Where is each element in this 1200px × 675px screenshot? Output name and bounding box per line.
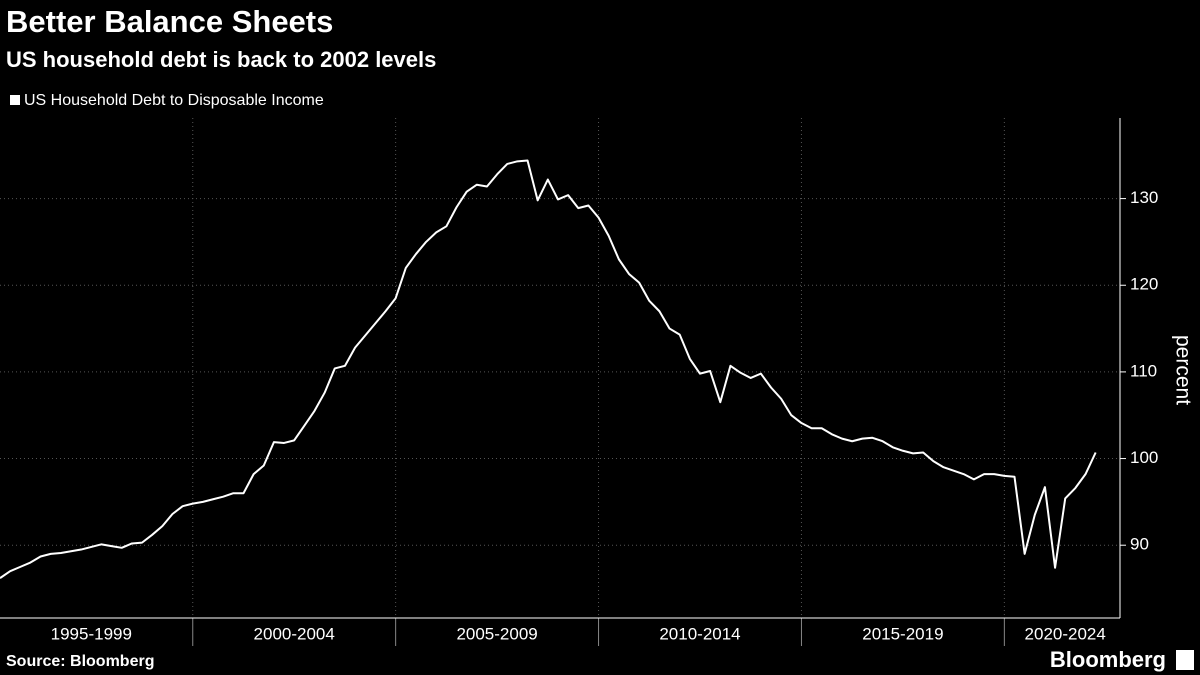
x-tick-label: 1995-1999 (51, 624, 132, 643)
data-line (0, 159, 1097, 579)
y-axis-label: percent (1171, 335, 1194, 405)
x-tick-label: 2020-2024 (1025, 624, 1106, 643)
source: Source: Bloomberg (6, 653, 154, 670)
x-tick-label: 2000-2004 (254, 624, 335, 643)
brand-icon (1176, 650, 1194, 670)
y-tick-label: 120 (1130, 275, 1158, 294)
legend-label: US Household Debt to Disposable Income (24, 92, 324, 109)
y-tick-label: 110 (1130, 361, 1157, 380)
x-tick-label: 2005-2009 (456, 624, 537, 643)
y-tick-label: 130 (1130, 188, 1158, 207)
legend-swatch (10, 95, 20, 105)
y-tick-label: 90 (1130, 535, 1149, 554)
chart-title: Better Balance Sheets (6, 4, 333, 39)
y-tick-label: 100 (1130, 448, 1158, 467)
x-tick-label: 2010-2014 (659, 624, 740, 643)
brand: Bloomberg (1050, 647, 1166, 672)
x-tick-label: 2015-2019 (862, 624, 943, 643)
chart-subtitle: US household debt is back to 2002 levels (6, 47, 436, 72)
